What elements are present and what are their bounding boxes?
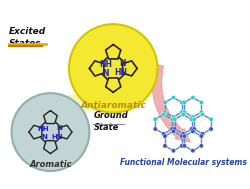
Circle shape xyxy=(179,110,183,114)
Circle shape xyxy=(200,112,204,117)
Circle shape xyxy=(162,134,166,138)
Circle shape xyxy=(169,127,173,131)
Circle shape xyxy=(198,100,203,105)
Circle shape xyxy=(172,117,176,122)
Circle shape xyxy=(162,110,166,114)
Text: N: N xyxy=(119,59,126,68)
Circle shape xyxy=(188,117,193,122)
Text: Aromatic: Aromatic xyxy=(29,160,72,169)
Circle shape xyxy=(190,95,194,100)
Circle shape xyxy=(170,149,175,153)
Circle shape xyxy=(179,100,183,105)
Circle shape xyxy=(182,110,186,114)
Text: Antiaromatic: Antiaromatic xyxy=(80,101,146,110)
Polygon shape xyxy=(46,93,117,113)
Circle shape xyxy=(182,100,186,105)
Circle shape xyxy=(161,132,165,136)
Circle shape xyxy=(161,112,165,117)
Text: Functional Molecular systems: Functional Molecular systems xyxy=(119,158,246,167)
Text: N: N xyxy=(41,134,47,140)
Circle shape xyxy=(170,95,175,100)
Circle shape xyxy=(190,129,194,133)
Circle shape xyxy=(172,127,176,131)
Circle shape xyxy=(191,127,196,131)
Text: N: N xyxy=(56,125,62,131)
Circle shape xyxy=(190,149,194,153)
Circle shape xyxy=(69,24,157,113)
Text: NH: NH xyxy=(98,60,111,69)
Circle shape xyxy=(198,144,203,148)
Circle shape xyxy=(179,144,183,148)
Text: HN: HN xyxy=(114,68,127,77)
Circle shape xyxy=(200,132,204,136)
Circle shape xyxy=(152,117,157,122)
Circle shape xyxy=(170,129,175,133)
Text: N: N xyxy=(102,69,108,78)
Circle shape xyxy=(198,134,203,138)
Circle shape xyxy=(180,112,184,117)
Circle shape xyxy=(182,134,186,138)
Circle shape xyxy=(170,115,175,119)
Circle shape xyxy=(162,144,166,148)
Circle shape xyxy=(208,127,212,131)
Text: Ground
State: Ground State xyxy=(94,111,128,132)
FancyArrowPatch shape xyxy=(152,64,190,142)
Circle shape xyxy=(180,132,184,136)
Circle shape xyxy=(198,110,203,114)
Circle shape xyxy=(188,127,193,131)
Text: HN: HN xyxy=(52,133,63,139)
Circle shape xyxy=(169,117,173,122)
Circle shape xyxy=(208,117,212,122)
Circle shape xyxy=(12,93,89,171)
Circle shape xyxy=(190,115,194,119)
Circle shape xyxy=(152,127,157,131)
Circle shape xyxy=(179,134,183,138)
Circle shape xyxy=(182,144,186,148)
Text: NH: NH xyxy=(38,125,49,132)
Circle shape xyxy=(162,100,166,105)
Text: Excited
States: Excited States xyxy=(9,27,46,48)
Circle shape xyxy=(191,117,196,122)
